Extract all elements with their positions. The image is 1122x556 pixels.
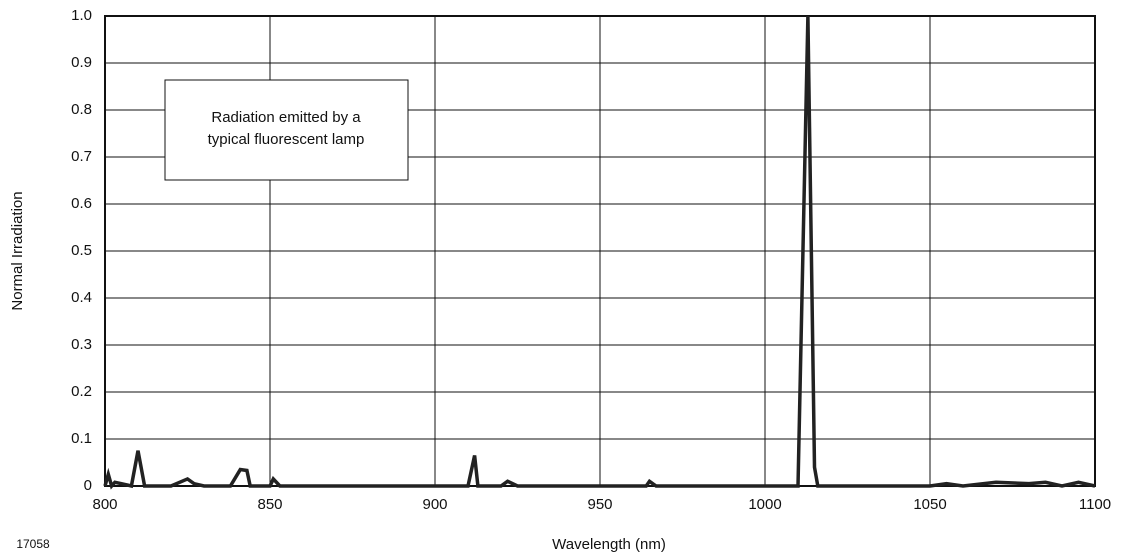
y-tick-label: 0.5 <box>71 242 92 259</box>
y-tick-label: 0.3 <box>71 336 92 353</box>
x-tick-label: 1050 <box>913 496 946 513</box>
y-tick-label: 0.9 <box>71 54 92 71</box>
y-tick-label: 0.7 <box>71 148 92 165</box>
y-tick-label: 0.8 <box>71 101 92 118</box>
y-tick-label: 0.6 <box>71 195 92 212</box>
x-tick-label: 1100 <box>1079 496 1111 513</box>
annotation-text: typical fluorescent lamp <box>208 131 365 148</box>
x-tick-label: 850 <box>257 496 282 513</box>
y-tick-label: 0.4 <box>71 289 92 306</box>
y-axis-label: Normal Irradiation <box>9 191 26 310</box>
y-tick-label: 0 <box>84 477 92 494</box>
x-tick-label: 1000 <box>748 496 781 513</box>
annotation-box <box>164 79 409 181</box>
x-axis-label: Wavelength (nm) <box>552 536 666 553</box>
y-tick-label: 0.2 <box>71 383 92 400</box>
data-line <box>103 15 1096 490</box>
y-tick-label: 1.0 <box>71 7 92 24</box>
y-tick-label: 0.1 <box>71 430 92 447</box>
figure-id: 17058 <box>16 537 50 551</box>
x-tick-label: 900 <box>422 496 447 513</box>
x-tick-label: 800 <box>92 496 117 513</box>
x-tick-label: 950 <box>587 496 612 513</box>
annotation-text: Radiation emitted by a <box>211 109 361 126</box>
